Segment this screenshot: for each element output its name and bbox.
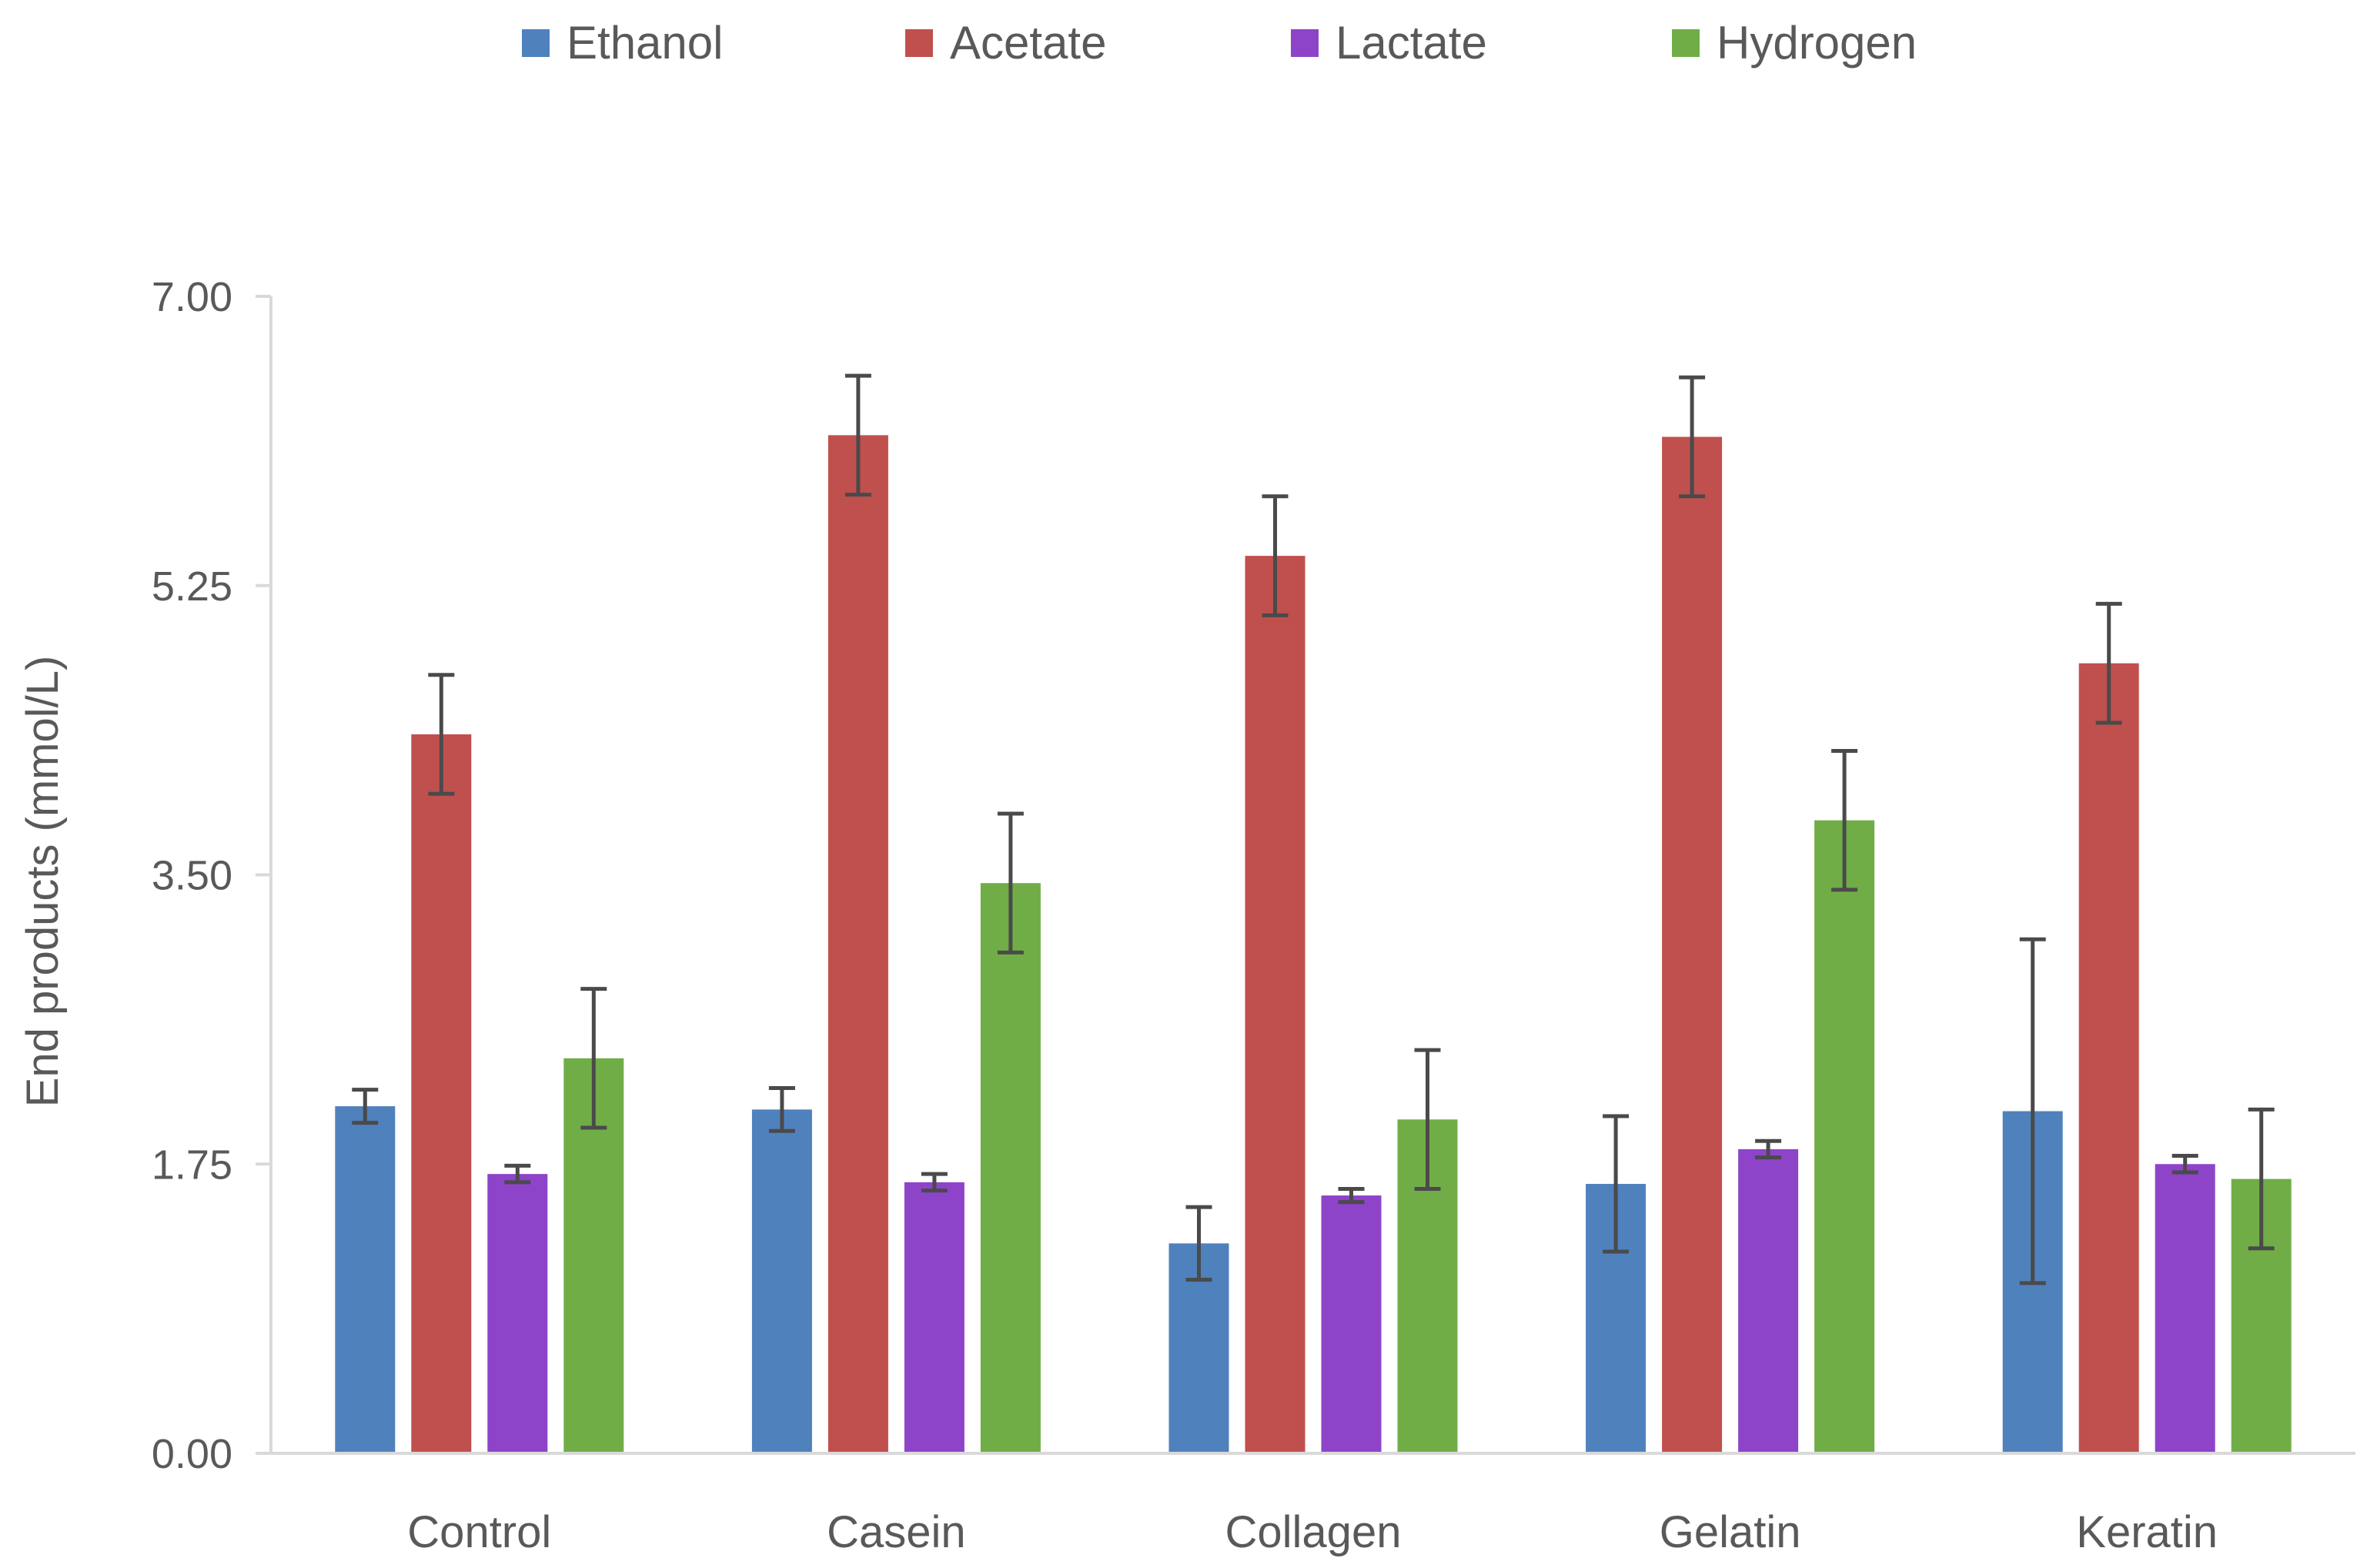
legend-item-acetate: Acetate: [905, 17, 1106, 69]
y-axis: 0.00 1.75 3.50 5.25 7.00: [152, 274, 272, 1477]
x-axis: Control Casein Collagen Gelatin Keratin: [271, 1452, 2355, 1557]
error-bar: [2095, 601, 2122, 725]
legend: Ethanol Acetate Lactate Hydrogen: [522, 17, 1917, 69]
legend-label: Ethanol: [567, 17, 724, 69]
error-bar: [1679, 375, 1706, 499]
error-bar: [1831, 748, 1858, 892]
error-bar: [2171, 1154, 2198, 1175]
error-bar: [1262, 494, 1289, 617]
error-bar: [1603, 1114, 1630, 1254]
error-bar: [2248, 1107, 2275, 1251]
bar-acetate-gelatin: [1662, 436, 1723, 1454]
x-category-label: Gelatin: [1660, 1507, 1801, 1557]
error-bar: [2019, 937, 2046, 1285]
legend-item-ethanol: Ethanol: [522, 17, 724, 69]
error-bar: [1185, 1205, 1212, 1282]
bar-lactate-collagen: [1321, 1195, 1382, 1453]
legend-label: Hydrogen: [1717, 17, 1917, 69]
bar-acetate-casein: [827, 435, 888, 1453]
y-tick-label: 3.50: [152, 853, 232, 899]
bar-hydrogen-gelatin: [1814, 820, 1875, 1453]
legend-item-lactate: Lactate: [1291, 17, 1487, 69]
error-bar: [768, 1085, 795, 1133]
error-bar: [1755, 1138, 1782, 1160]
y-axis-title: End products (mmol/L): [18, 656, 68, 1108]
x-category-label: Keratin: [2076, 1507, 2218, 1557]
bar-lactate-control: [487, 1174, 548, 1453]
error-bar: [921, 1172, 948, 1193]
bar-ethanol-control: [335, 1106, 396, 1453]
error-bar: [352, 1088, 379, 1125]
x-category-label: Collagen: [1225, 1507, 1402, 1557]
error-bar: [1338, 1186, 1365, 1205]
bar-lactate-casein: [904, 1182, 965, 1453]
error-bar: [504, 1163, 531, 1185]
bar-acetate-control: [411, 734, 472, 1453]
bar-lactate-keratin: [2155, 1164, 2215, 1453]
error-bar: [428, 673, 455, 796]
legend-label: Acetate: [950, 17, 1106, 69]
bars: [335, 435, 2292, 1454]
error-bar: [1414, 1048, 1441, 1191]
bar-lactate-gelatin: [1738, 1148, 1799, 1453]
bar-hydrogen-casein: [980, 883, 1041, 1453]
bar-ethanol-casein: [751, 1109, 812, 1453]
y-tick-label: 0.00: [152, 1431, 232, 1477]
legend-swatch: [905, 29, 933, 57]
error-bar: [580, 987, 607, 1130]
bar-acetate-keratin: [2078, 663, 2139, 1453]
error-bar: [844, 373, 871, 497]
legend-swatch: [522, 29, 550, 57]
y-tick-label: 7.00: [152, 274, 232, 320]
y-tick-label: 5.25: [152, 563, 232, 610]
legend-item-hydrogen: Hydrogen: [1672, 17, 1917, 69]
error-bar: [997, 811, 1024, 955]
legend-label: Lactate: [1336, 17, 1487, 69]
x-category-label: Casein: [827, 1507, 966, 1557]
legend-swatch: [1672, 29, 1700, 57]
x-category-label: Control: [407, 1507, 551, 1557]
y-tick-label: 1.75: [152, 1142, 232, 1188]
bar-acetate-collagen: [1245, 556, 1306, 1453]
legend-swatch: [1291, 29, 1319, 57]
error-bars: [352, 373, 2275, 1285]
